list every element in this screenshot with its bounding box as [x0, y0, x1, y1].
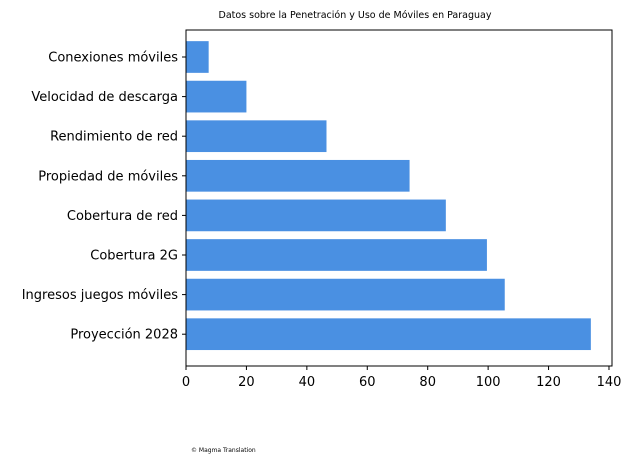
- x-tick-label: 0: [182, 375, 190, 390]
- plot-frame: [185, 29, 613, 367]
- category-labels: Conexiones móviles Velocidad de descarga R…: [22, 51, 186, 343]
- x-tick-label: 100: [476, 375, 501, 390]
- category-label: Proyección 2028: [70, 328, 178, 343]
- x-tick-label: 20: [238, 375, 255, 390]
- x-tick-label: 60: [359, 375, 376, 390]
- x-tick-label: 40: [299, 375, 316, 390]
- category-label: Velocidad de descarga: [31, 90, 178, 105]
- bars-group: [186, 41, 591, 351]
- bar-3: [186, 159, 410, 192]
- category-label: Propiedad de móviles: [38, 169, 178, 184]
- category-label: Rendimiento de red: [50, 130, 178, 145]
- bar-0: [186, 41, 209, 73]
- bar-6: [186, 278, 505, 311]
- category-label: Cobertura de red: [67, 209, 178, 224]
- category-label: Ingresos juegos móviles: [22, 288, 179, 303]
- chart-title: Datos sobre la Penetración y Uso de Móvi…: [219, 10, 492, 21]
- x-tick-label: 80: [419, 375, 436, 390]
- credit-text: © Magma Translation: [191, 447, 256, 454]
- bar-7: [186, 318, 591, 351]
- x-tick-label: 140: [597, 375, 622, 390]
- x-tick-label: 120: [536, 375, 561, 390]
- category-label: Cobertura 2G: [90, 249, 178, 264]
- category-label: Conexiones móviles: [48, 51, 178, 66]
- bar-1: [186, 80, 247, 113]
- bar-2: [186, 120, 327, 153]
- bar-5: [186, 239, 487, 271]
- bar-4: [186, 199, 446, 232]
- x-axis-ticks: 0 20 40 60 80 100 120 140: [182, 366, 622, 390]
